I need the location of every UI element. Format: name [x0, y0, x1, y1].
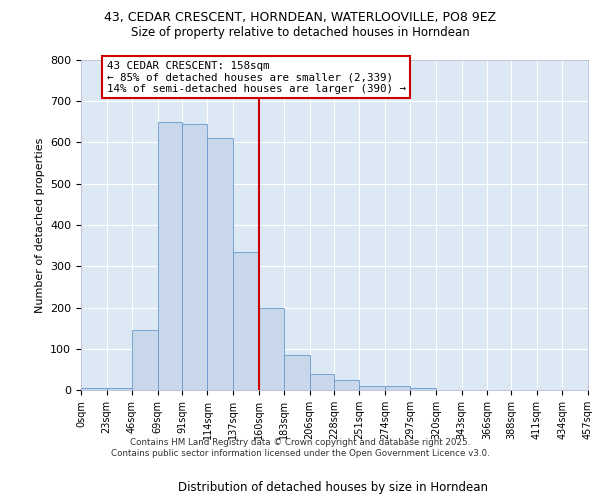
Bar [259, 308, 284, 390]
Bar [359, 386, 385, 390]
Bar [310, 374, 334, 390]
Bar [284, 355, 310, 390]
Bar [410, 388, 436, 390]
Text: Distribution of detached houses by size in Horndean: Distribution of detached houses by size … [178, 481, 488, 494]
Bar [233, 252, 259, 390]
Text: 43 CEDAR CRESCENT: 158sqm
← 85% of detached houses are smaller (2,339)
14% of se: 43 CEDAR CRESCENT: 158sqm ← 85% of detac… [107, 61, 406, 94]
Text: Size of property relative to detached houses in Horndean: Size of property relative to detached ho… [131, 26, 469, 39]
Bar [334, 380, 359, 390]
Bar [385, 386, 410, 390]
Bar [208, 138, 233, 390]
Bar [182, 124, 208, 390]
Bar [81, 388, 107, 390]
Y-axis label: Number of detached properties: Number of detached properties [35, 138, 44, 312]
Bar [158, 122, 182, 390]
Text: 43, CEDAR CRESCENT, HORNDEAN, WATERLOOVILLE, PO8 9EZ: 43, CEDAR CRESCENT, HORNDEAN, WATERLOOVI… [104, 11, 496, 24]
Bar [107, 388, 132, 390]
Text: Contains HM Land Registry data © Crown copyright and database right 2025.
Contai: Contains HM Land Registry data © Crown c… [110, 438, 490, 458]
Bar [132, 330, 158, 390]
